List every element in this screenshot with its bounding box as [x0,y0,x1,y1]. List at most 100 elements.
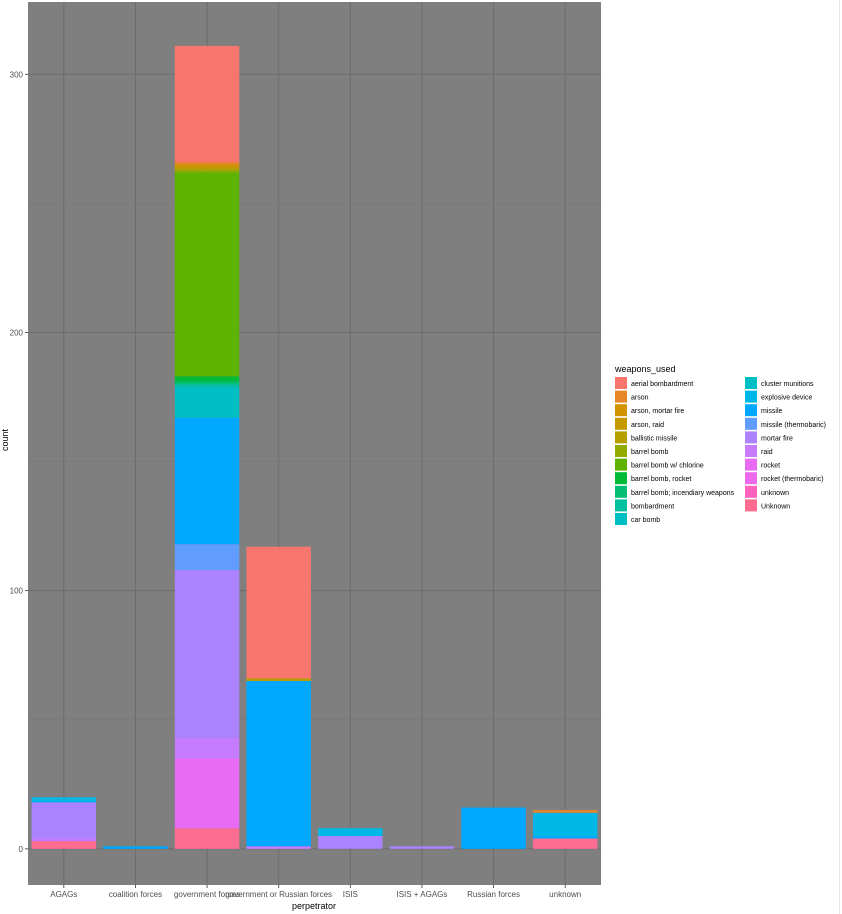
legend-key [615,390,627,403]
legend-label: aerial bombardment [631,381,693,388]
legend-key [745,417,757,430]
legend-key [615,458,627,471]
legend-key [745,431,757,444]
bar-segment-arson [532,810,598,813]
page-edge-divider [839,0,840,914]
legend-key [745,499,757,512]
y-axis-title: count [0,428,10,451]
legend-label: missile (thermobaric) [761,422,826,429]
legend-label: bombardment [631,503,674,510]
legend-label: raid [761,449,773,456]
legend-key [745,485,757,498]
bar-segment-barrel-bomb [174,172,240,377]
y-tick-label: 200 [10,328,24,337]
legend-key [615,377,627,389]
bar-segment-aerial-bombardment [174,45,240,163]
legend-label: Unknown [761,503,790,510]
y-tick-label: 300 [10,70,24,79]
x-tick-label: Russian forces [467,890,520,899]
bar-segment-mortar-fire [31,802,97,839]
legend-key [615,499,627,512]
legend-label: barrel bomb, rocket [631,476,691,483]
bars [31,45,598,849]
x-tick-label: ISIS + AGAGs [396,890,447,899]
bar-segment-raid [174,737,240,759]
bar-segment-missile-thermobaric- [174,544,240,571]
legend: weapons_used aerial bombardment arson arso… [614,364,826,525]
legend-label: missile [761,408,782,415]
legend-label: explosive device [761,395,812,402]
bar-segment-bombardment [174,386,240,418]
legend-key [745,458,757,471]
legend-key [615,404,627,417]
bar-segment-unknown [174,828,240,849]
bar-segment-arson [174,162,240,165]
x-tick-label: ISIS [343,890,358,899]
x-axis: AGAGs coalition forces government forcesgo… [50,885,581,899]
y-tick-label: 0 [19,845,24,854]
bar-segment-car-bomb [532,812,598,836]
bar-segment-missile [461,807,526,849]
x-tick-label: coalition forces [109,890,162,899]
legend-label: barrel bomb [631,449,668,456]
legend-key [745,390,757,403]
bar-segment-unknown [31,841,97,849]
bar-segment-explosive-device [31,799,97,803]
bar-segment-mortar-fire [389,846,455,849]
legend-label: ballistic missile [631,435,677,442]
bar-segment-barrel-bomb-w-chlorine [174,376,240,382]
bar-segment-arson-raid [174,167,240,170]
legend-label: mortar fire [761,435,793,442]
bar-segment-barrel-bomb-rocket [174,381,240,385]
bar-segment-car-bomb [318,828,383,836]
legend-label: car bomb [631,517,660,524]
legend-key [745,404,757,417]
legend-key [615,513,627,525]
bar-segment-rocket [174,758,240,829]
legend-key [615,472,627,485]
bar-segment-aerial-bombardment [246,546,311,679]
legend-label: arson, raid [631,422,664,429]
legend-label: arson [631,395,649,402]
legend-label: rocket (thermobaric) [761,476,824,483]
bar-segment-missile [532,835,598,839]
legend-label: barrel bomb; incendiary weapons [631,490,735,497]
bar-segment-raid [31,838,97,842]
x-tick-label: government or Russian forces [225,890,332,899]
legend-label: arson, mortar fire [631,408,684,415]
legend-key [615,485,627,498]
legend-label: rocket [761,463,780,470]
legend-key [745,377,757,389]
x-tick-label: AGAGs [50,890,77,899]
bar-segment-mortar-fire [318,835,383,849]
y-tick-label: 100 [10,587,24,596]
bar-segment-car-bomb [31,797,97,800]
legend-title: weapons_used [614,364,676,374]
panel-background [28,2,601,885]
bar-segment-arson-raid [246,678,311,682]
bar-segment-ballistic-missile [174,169,240,173]
bar-segment-missile [174,417,240,545]
bar-segment-missile [103,846,168,849]
bar-segment-missile [246,681,311,847]
bar-segment-barrel-bomb-incendiary-weapons [174,384,240,387]
bar-segment-mortar-fire [174,570,240,738]
legend-key [615,417,627,430]
bar-segment-raid [246,846,311,849]
x-tick-label: government forces [174,890,240,899]
x-tick-label: unknown [549,890,581,899]
legend-key [615,431,627,444]
x-axis-title: perpetrator [292,901,336,911]
gridlines [28,2,601,885]
legend-label: cluster munitions [761,381,814,388]
legend-key [745,472,757,485]
legend-key [745,445,757,457]
plot-panel [28,2,601,885]
bar-segment-unknown [532,838,598,849]
legend-label: barrel bomb w/ chlorine [631,463,704,470]
y-axis: 0 100 200 300 [10,70,28,854]
legend-key [615,445,627,457]
legend-label: unknown [761,490,789,497]
bar-segment-arson-mortar-fire [174,164,240,168]
